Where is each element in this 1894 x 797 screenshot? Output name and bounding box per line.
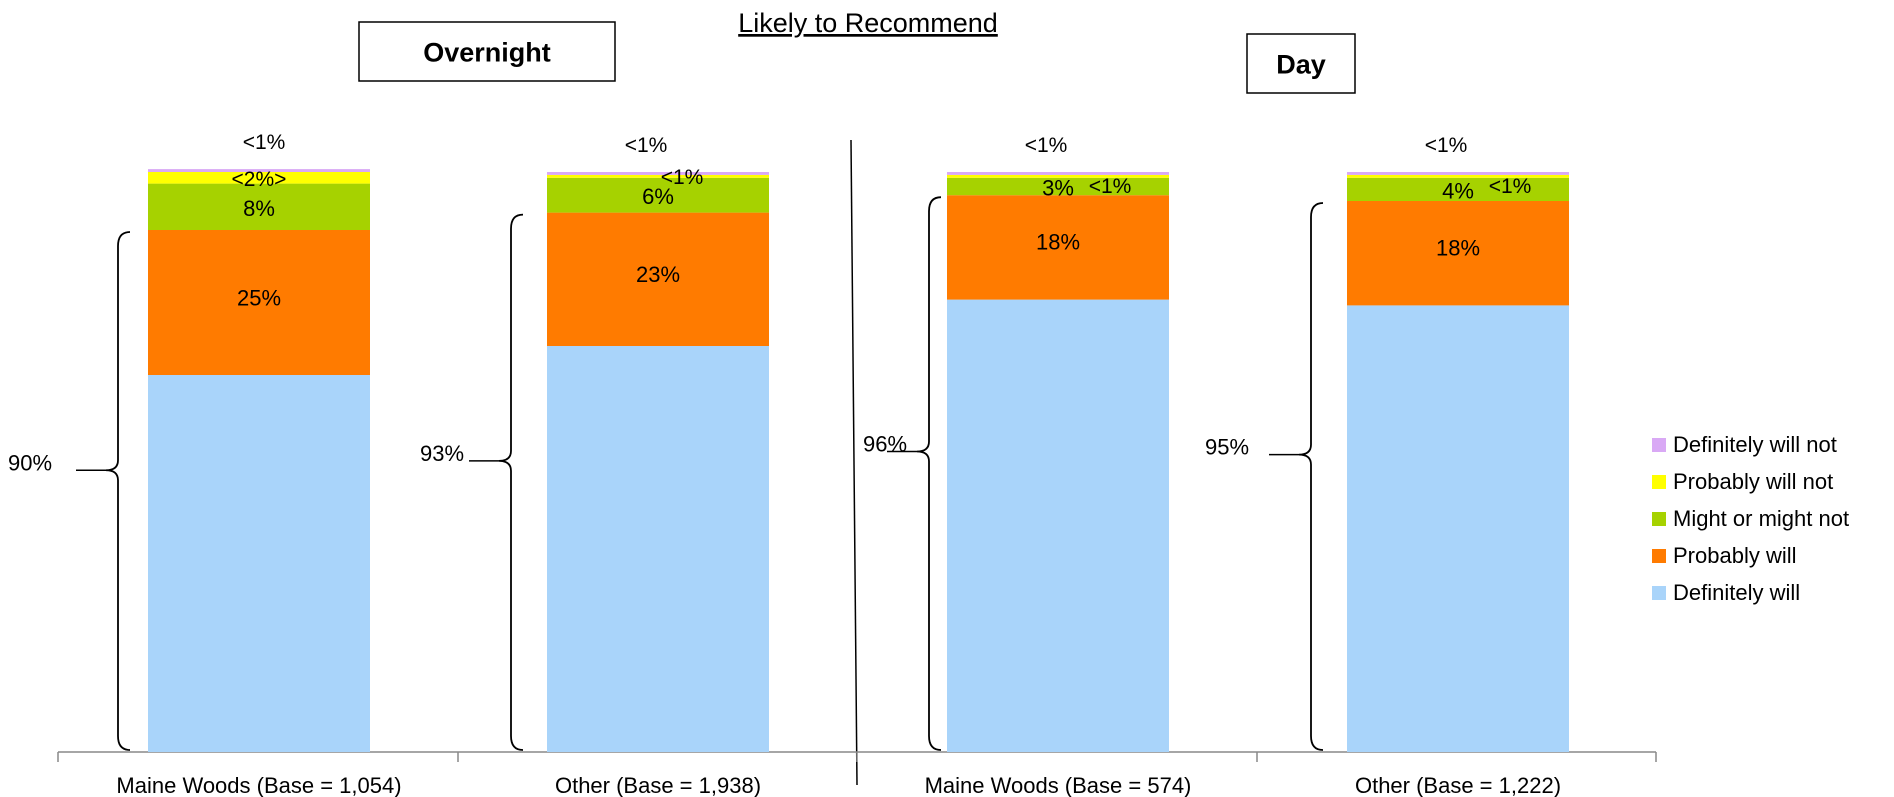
category-label-1: Other (Base = 1,938) <box>555 773 761 797</box>
bar-segment-2-0 <box>947 299 1169 752</box>
bar-segment-2-4 <box>947 172 1169 175</box>
top-two-box-brackets: 90% 93% 96% 95% <box>8 196 1324 751</box>
bar-segment-2-2 <box>947 177 1169 196</box>
top-two-box-label-1: 93% <box>420 441 464 466</box>
category-labels: Maine Woods (Base = 1,054) Other (Base = … <box>116 773 1561 797</box>
segment-label-2-2: 3% <box>1042 176 1074 201</box>
segment-label-0-4: <1% <box>243 131 286 154</box>
legend-label-3: Probably will <box>1673 543 1797 568</box>
top-two-box-label-2: 96% <box>863 431 907 456</box>
bar-segment-3-4 <box>1347 172 1569 175</box>
group-header-label-1: Day <box>1276 50 1326 80</box>
bar-segment-0-2 <box>148 183 370 230</box>
bar-segment-0-0 <box>148 375 370 752</box>
top-two-box-bracket-2 <box>916 196 942 751</box>
top-two-box-bracket-1 <box>498 213 524 751</box>
category-label-3: Other (Base = 1,222) <box>1355 773 1561 797</box>
segment-label-2-1: 18% <box>1036 229 1080 254</box>
segment-label-1-2: 6% <box>642 184 674 209</box>
category-label-2: Maine Woods (Base = 574) <box>925 773 1192 797</box>
chart-title: Likely to Recommend <box>738 8 998 38</box>
group-header-label-0: Overnight <box>423 38 551 68</box>
bar-segment-1-1 <box>547 212 769 346</box>
bar-segment-1-4 <box>547 172 769 175</box>
group-divider <box>850 139 858 786</box>
group-header-box-1 <box>1246 33 1356 94</box>
segment-label-3-1: 18% <box>1436 235 1480 260</box>
segment-label-2-3: <1% <box>1089 175 1132 198</box>
segment-label-3-3: <1% <box>1489 175 1532 198</box>
bar-segment-1-3 <box>547 174 769 178</box>
group-header-box-0 <box>358 21 616 82</box>
segment-labels: 25%8%<2%><1%23%6%<1%<1%18%3% <1%<1%18%4% <… <box>232 131 1532 310</box>
legend-swatch-3 <box>1652 549 1666 563</box>
legend-label-1: Probably will not <box>1673 469 1833 494</box>
segment-label-1-1: 23% <box>636 262 680 287</box>
bar-segment-3-2 <box>1347 177 1569 201</box>
segment-label-1-3: <1% <box>661 166 704 189</box>
legend: Definitely will not Probably will not Migh… <box>1652 432 1849 605</box>
x-axis-ticks <box>57 752 1657 762</box>
legend-swatch-1 <box>1652 475 1666 489</box>
top-two-box-label-0: 90% <box>8 450 52 475</box>
segment-label-1-4: <1% <box>625 134 668 157</box>
legend-label-2: Might or might not <box>1673 506 1849 531</box>
bar-segment-3-0 <box>1347 305 1569 752</box>
segment-label-2-4: <1% <box>1025 134 1068 157</box>
segment-label-3-4: <1% <box>1425 134 1468 157</box>
bar-segment-3-1 <box>1347 201 1569 306</box>
top-two-box-label-3: 95% <box>1205 435 1249 460</box>
bar-segment-0-4 <box>148 169 370 172</box>
top-two-box-bracket-3 <box>1298 202 1324 751</box>
bar-segment-2-3 <box>947 174 1169 178</box>
category-label-0: Maine Woods (Base = 1,054) <box>116 773 401 797</box>
bar-segment-0-1 <box>148 230 370 375</box>
legend-label-0: Definitely will not <box>1673 432 1837 457</box>
bar-segment-1-2 <box>547 177 769 213</box>
legend-swatch-2 <box>1652 512 1666 526</box>
bar-segment-2-1 <box>947 195 1169 300</box>
bars <box>148 169 1569 752</box>
bar-segment-0-3 <box>148 172 370 184</box>
legend-swatch-4 <box>1652 586 1666 600</box>
segment-label-0-1: 25% <box>237 285 281 310</box>
group-headers: Overnight Day <box>358 21 1356 94</box>
segment-label-0-2: 8% <box>243 196 275 221</box>
segment-label-3-2: 4% <box>1442 178 1474 203</box>
bar-segment-3-3 <box>1347 174 1569 178</box>
bar-segment-1-0 <box>547 346 769 752</box>
top-two-box-bracket-0 <box>105 231 131 751</box>
legend-swatch-0 <box>1652 438 1666 452</box>
segment-label-0-3: <2%> <box>232 168 287 191</box>
legend-label-4: Definitely will <box>1673 580 1800 605</box>
